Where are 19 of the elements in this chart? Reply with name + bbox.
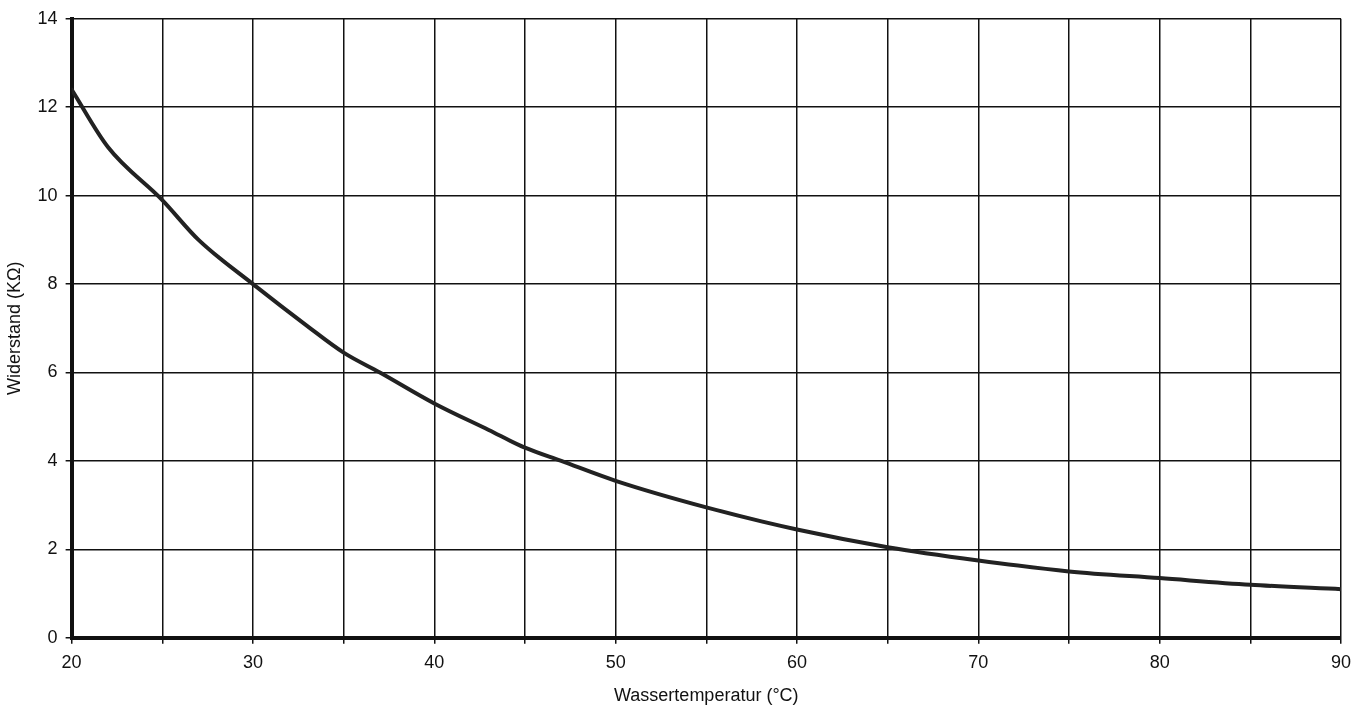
y-tick-label: 14 — [37, 7, 58, 28]
x-axis-title: Wassertemperatur (°C) — [614, 685, 799, 706]
x-tick-label: 30 — [242, 651, 263, 672]
y-tick-label: 4 — [47, 449, 58, 470]
y-tick-label: 8 — [47, 273, 58, 294]
x-tick-label: 90 — [1330, 651, 1352, 672]
y-tick-label: 2 — [47, 538, 58, 559]
x-tick-label: 20 — [61, 651, 82, 672]
y-tick-label: 12 — [37, 96, 58, 117]
x-tick-label: 80 — [1149, 651, 1170, 672]
y-tick-label: 10 — [37, 184, 58, 205]
line-series — [71, 87, 1341, 592]
y-axis-title: Widerstand (KΩ) — [3, 261, 24, 396]
x-tick-label: 50 — [605, 651, 626, 672]
x-tick-label: 70 — [968, 651, 989, 672]
y-tick-label: 6 — [47, 361, 58, 382]
x-tick-label: 40 — [424, 651, 445, 672]
x-tick-label: 60 — [786, 651, 807, 672]
y-tick-label: 0 — [47, 626, 58, 647]
